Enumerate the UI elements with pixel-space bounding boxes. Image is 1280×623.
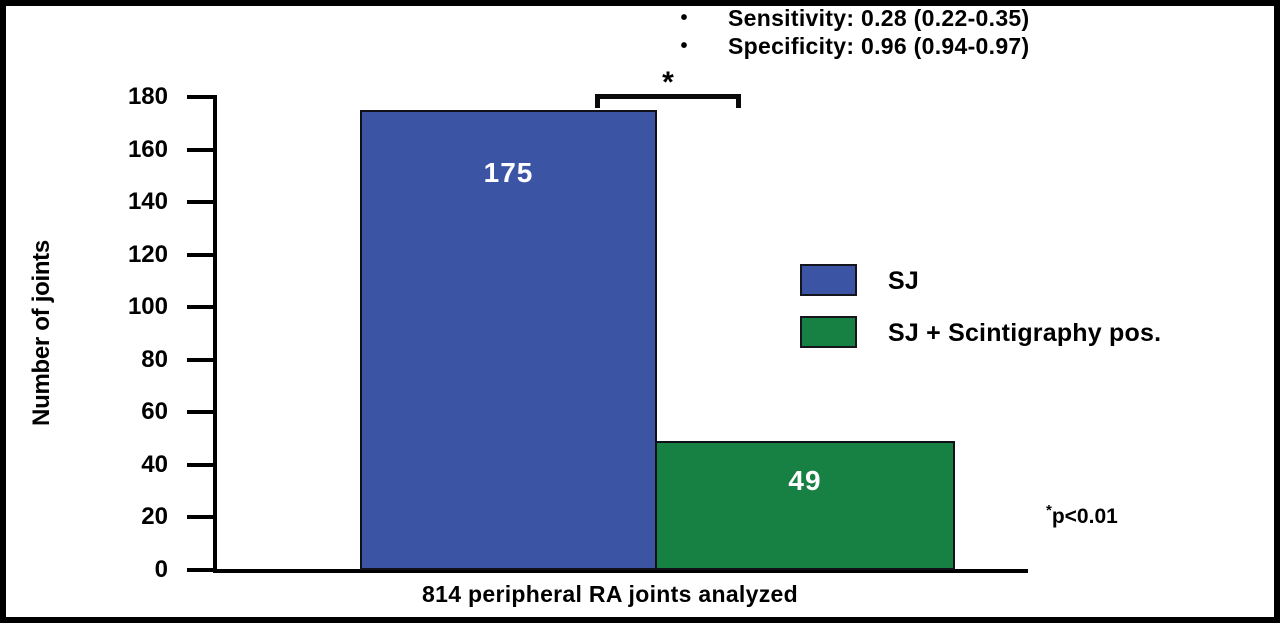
specificity-text: Specificity: 0.96 (0.94-0.97) <box>728 33 1030 59</box>
bullet-icon: • <box>680 7 688 29</box>
legend-swatch-sj-scintigraphy <box>800 316 857 348</box>
y-axis-line <box>213 95 217 573</box>
significance-bracket <box>595 94 741 108</box>
y-tick-mark <box>187 515 215 520</box>
p-value-note: *p<0.01 <box>1046 502 1118 529</box>
p-note-text: p<0.01 <box>1051 505 1118 528</box>
y-tick-label: 120 <box>127 240 168 268</box>
y-tick-label: 0 <box>154 556 168 583</box>
significance-asterisk: * <box>662 66 674 99</box>
y-tick-label: 20 <box>141 503 168 531</box>
bullet-icon: • <box>680 35 688 57</box>
specificity-line: • Specificity: 0.96 (0.94-0.97) <box>674 33 1029 61</box>
y-tick-label: 140 <box>127 188 168 216</box>
legend-swatch-sj <box>800 264 857 296</box>
y-tick-mark <box>187 305 215 310</box>
bar-sj-scintigraphy-pos: 49 <box>655 441 955 570</box>
p-note-asterisk: * <box>1046 502 1052 519</box>
y-tick-mark <box>187 200 215 205</box>
x-axis-line <box>213 569 1028 573</box>
y-tick-mark <box>187 410 215 415</box>
y-tick-label: 100 <box>127 293 168 321</box>
bar-value-label: 49 <box>788 465 822 497</box>
y-tick-mark <box>187 568 215 572</box>
y-tick-mark <box>187 95 215 99</box>
header-bullet-list: • Sensitivity: 0.28 (0.22-0.35) • Specif… <box>674 5 1029 61</box>
y-tick-mark <box>187 147 215 152</box>
x-axis-title: 814 peripheral RA joints analyzed <box>422 581 798 607</box>
bar-sj: 175 <box>360 110 657 570</box>
y-tick-label: 40 <box>141 450 168 478</box>
bar-value-label: 175 <box>483 157 534 189</box>
y-tick-mark <box>187 252 215 257</box>
sensitivity-line: • Sensitivity: 0.28 (0.22-0.35) <box>674 5 1029 33</box>
sensitivity-text: Sensitivity: 0.28 (0.22-0.35) <box>728 5 1030 31</box>
y-tick-mark <box>187 357 215 362</box>
y-tick-mark <box>187 462 215 467</box>
legend-label-sj-scintigraphy: SJ + Scintigraphy pos. <box>888 319 1162 347</box>
y-tick-label: 60 <box>141 398 168 426</box>
y-tick-label: 80 <box>141 345 168 373</box>
y-axis-title: Number of joints <box>28 240 55 426</box>
y-tick-label: 180 <box>127 83 168 110</box>
y-tick-label: 160 <box>127 135 168 163</box>
legend-label-sj: SJ <box>888 267 919 295</box>
